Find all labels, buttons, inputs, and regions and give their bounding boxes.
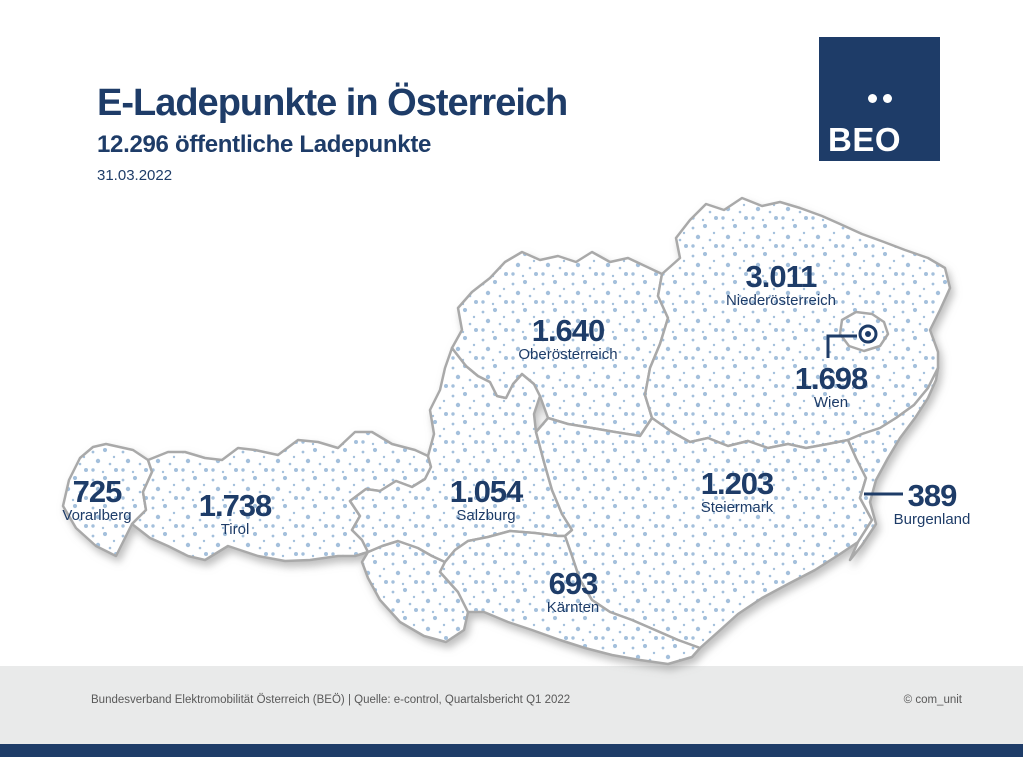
wien-callout-line bbox=[826, 334, 857, 358]
logo-text: BEO bbox=[828, 121, 902, 158]
map-region-vorarlberg bbox=[61, 442, 154, 558]
page-subtitle: 12.296 öffentliche Ladepunkte bbox=[97, 130, 432, 158]
map-region-kaernten bbox=[438, 529, 702, 666]
report-date: 31.03.2022 bbox=[97, 166, 173, 184]
footer-credit: © com_unit bbox=[903, 694, 962, 706]
beo-logo: BEO bbox=[819, 37, 940, 161]
logo-umlaut-dot-right bbox=[883, 94, 892, 103]
bottom-brand-bar bbox=[0, 744, 1023, 757]
wien-location-marker-dot bbox=[865, 331, 871, 337]
footer-band bbox=[0, 666, 1023, 744]
page-title: E-Ladepunkte in Österreich bbox=[97, 82, 568, 124]
header: E-Ladepunkte in Österreich 12.296 öffent… bbox=[97, 82, 568, 184]
footer-source: Bundesverband Elektromobilität Österreic… bbox=[91, 694, 571, 706]
logo-umlaut-dot-left bbox=[868, 94, 877, 103]
austria-map-group bbox=[61, 196, 952, 666]
map-region-burgenland bbox=[846, 366, 940, 562]
map-region-steiermark bbox=[534, 416, 874, 650]
